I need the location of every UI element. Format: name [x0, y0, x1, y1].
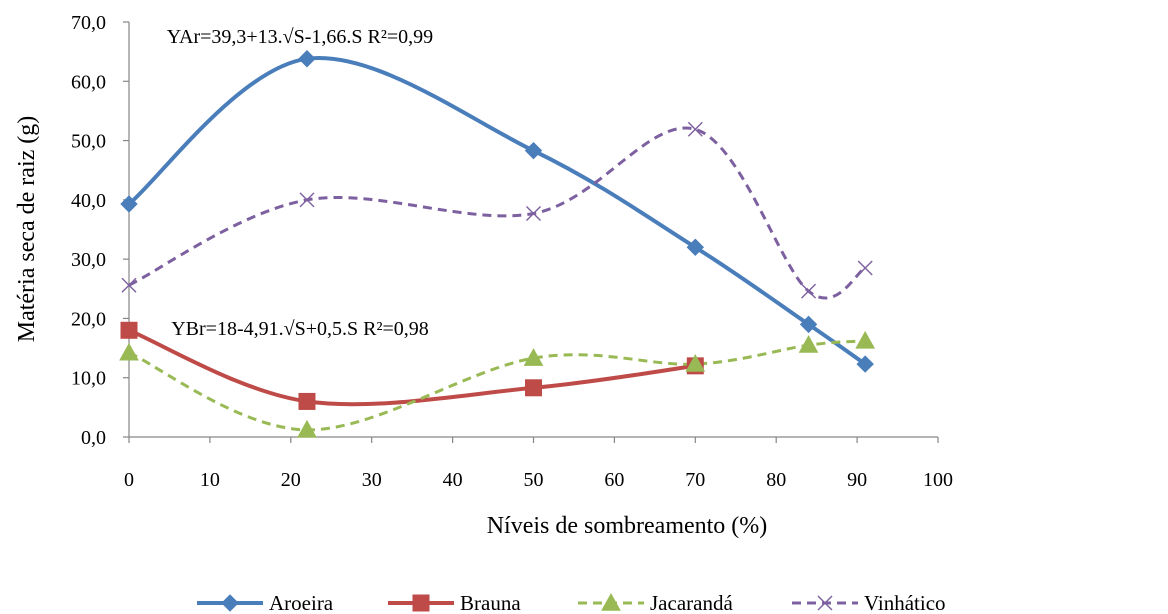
data-point-brauna: [298, 392, 316, 410]
x-marker-stroke: [817, 595, 833, 611]
data-point-aroeira: [298, 50, 316, 68]
data-point-jacaranda: [119, 342, 139, 361]
data-point-jacaranda: [798, 335, 819, 353]
y-tick-label: 20,0: [71, 308, 106, 330]
regression-equation-2: YBr=18-4,91.√S+0,5.S R²=0,98: [171, 318, 429, 340]
y-tick-label: 70,0: [71, 12, 106, 34]
data-point-aroeira: [120, 195, 138, 213]
y-axis-label: Matéria seca de raiz (g): [14, 116, 40, 343]
legend-marker: [221, 594, 239, 612]
series-line-aroeira: [127, 56, 867, 366]
legend-marker: [817, 595, 833, 611]
data-point-aroeira: [524, 141, 543, 160]
data-point-brauna: [525, 379, 542, 397]
x-marker-stroke: [121, 277, 137, 293]
data-point-vinhatico: [526, 205, 541, 221]
legend-marker: [412, 594, 430, 612]
x-marker-stroke: [299, 192, 315, 208]
legend-label: Aroeira: [269, 591, 334, 614]
annotations: YAr=39,3+13.√S-1,66.S R²=0,99 YBr=18-4,91…: [167, 26, 433, 340]
y-tick-label: 0,0: [81, 427, 106, 449]
legend-item-aroeira: Aroeira: [197, 591, 334, 614]
x-marker-stroke: [801, 283, 817, 299]
x-marker-stroke: [857, 260, 873, 276]
legend-item-jacaranda: Jacarandá: [578, 591, 733, 614]
y-tick-label: 10,0: [71, 368, 106, 390]
series-markers: [119, 50, 876, 438]
legend: Aroeira Brauna Jacarandá Vinhático: [197, 591, 946, 614]
x-marker-stroke: [526, 205, 541, 221]
series-line-vinhatico: [128, 126, 867, 300]
series-line-jacaranda: [128, 339, 866, 432]
y-tick-label: 40,0: [71, 190, 106, 212]
y-tick-label: 50,0: [71, 131, 106, 153]
legend-marker: [601, 592, 621, 611]
data-point-jacaranda: [523, 348, 544, 366]
data-point-aroeira: [856, 355, 874, 373]
y-tick-label: 60,0: [71, 71, 106, 93]
y-tick-label: 30,0: [71, 249, 106, 271]
series-lines: [127, 56, 867, 432]
x-tick-label: 70: [685, 469, 705, 491]
x-tick-label: 20: [281, 469, 301, 491]
x-tick-label: 90: [847, 469, 867, 491]
x-tick-label: 40: [443, 469, 463, 491]
legend-label: Vinhático: [864, 591, 946, 614]
x-marker-stroke: [687, 121, 703, 137]
legend-label: Brauna: [460, 591, 521, 614]
data-point-jacaranda: [855, 330, 876, 349]
data-point-vinhatico: [857, 260, 873, 276]
x-tick-label: 0: [124, 469, 134, 491]
x-tick-label: 100: [923, 469, 953, 491]
axes: [123, 21, 939, 443]
x-tick-label: 10: [200, 469, 220, 491]
data-point-vinhatico: [299, 192, 315, 208]
x-axis-label: Níveis de sombreamento (%): [487, 513, 768, 539]
regression-equation-1: YAr=39,3+13.√S-1,66.S R²=0,99: [167, 26, 433, 48]
legend-label: Jacarandá: [650, 591, 733, 614]
data-point-aroeira: [799, 315, 818, 334]
data-point-jacaranda: [297, 419, 317, 438]
x-tick-label: 80: [766, 469, 786, 491]
x-tick-label: 60: [604, 469, 624, 491]
data-point-vinhatico: [121, 277, 137, 293]
data-point-brauna: [120, 321, 138, 339]
data-point-vinhatico: [801, 283, 817, 299]
data-point-aroeira: [686, 238, 705, 256]
data-point-vinhatico: [687, 121, 703, 137]
legend-item-brauna: Brauna: [388, 591, 521, 614]
tick-labels: 0 10 20 30 40 50 60 70 80 90 100 0,0 10,0 20,0 30,0 40,…: [71, 12, 953, 491]
x-tick-label: 30: [362, 469, 382, 491]
legend-item-vinhatico: Vinhático: [792, 591, 946, 614]
series-line-brauna: [128, 328, 696, 407]
x-tick-label: 50: [524, 469, 544, 491]
data-point-jacaranda: [685, 354, 706, 372]
